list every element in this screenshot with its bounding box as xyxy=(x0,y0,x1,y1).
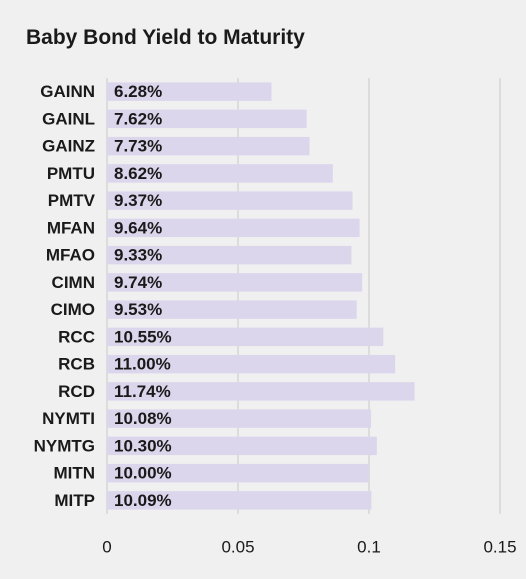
bar xyxy=(107,273,363,292)
category-label: MFAO xyxy=(46,246,95,265)
bar xyxy=(107,463,369,483)
bar xyxy=(107,191,353,210)
data-label: 9.64% xyxy=(114,218,162,237)
bar xyxy=(107,82,272,101)
bar xyxy=(107,327,384,347)
bar xyxy=(107,382,415,401)
data-label: 11.74% xyxy=(114,382,171,401)
category-label: CIMO xyxy=(51,300,95,319)
x-tick-label: 0.15 xyxy=(483,538,516,557)
category-label: NYMTI xyxy=(42,409,95,428)
data-label: 10.55% xyxy=(114,327,172,346)
category-label: NYMTG xyxy=(34,436,95,455)
bar xyxy=(107,245,352,265)
bar xyxy=(107,300,357,319)
data-label: 10.09% xyxy=(114,491,172,510)
data-label: 10.08% xyxy=(114,409,172,428)
category-label: CIMN xyxy=(52,273,95,292)
data-label: 11.00% xyxy=(114,355,171,374)
data-label: 8.62% xyxy=(114,164,162,183)
chart-title: Baby Bond Yield to Maturity xyxy=(26,26,305,49)
bar xyxy=(107,164,333,183)
category-label: GAINL xyxy=(42,109,95,128)
category-label: GAINZ xyxy=(42,137,95,156)
category-label: PMTU xyxy=(47,164,95,183)
bar xyxy=(107,436,377,456)
data-label: 7.62% xyxy=(114,109,162,128)
bar xyxy=(107,109,307,129)
bar xyxy=(107,409,372,428)
data-label: 6.28% xyxy=(114,82,162,101)
data-label: 9.53% xyxy=(114,300,162,319)
category-label: MITN xyxy=(53,464,95,483)
x-tick-label: 0 xyxy=(102,538,111,557)
data-label: 9.37% xyxy=(114,191,162,210)
category-label: RCD xyxy=(58,382,95,401)
category-label: RCC xyxy=(58,327,95,346)
category-label: GAINN xyxy=(40,82,95,101)
category-label: MFAN xyxy=(47,218,95,237)
data-label: 9.74% xyxy=(114,273,162,292)
category-label: MITP xyxy=(54,491,95,510)
category-label: PMTV xyxy=(48,191,96,210)
data-label: 9.33% xyxy=(114,246,162,265)
bar xyxy=(107,136,310,156)
bar xyxy=(107,491,372,510)
bar xyxy=(107,218,360,238)
x-tick-label: 0.1 xyxy=(357,538,381,557)
data-label: 10.30% xyxy=(114,436,172,455)
x-tick-label: 0.05 xyxy=(221,538,254,557)
bar xyxy=(107,354,396,374)
category-label: RCB xyxy=(58,355,95,374)
data-label: 10.00% xyxy=(114,464,172,483)
data-label: 7.73% xyxy=(114,137,162,156)
